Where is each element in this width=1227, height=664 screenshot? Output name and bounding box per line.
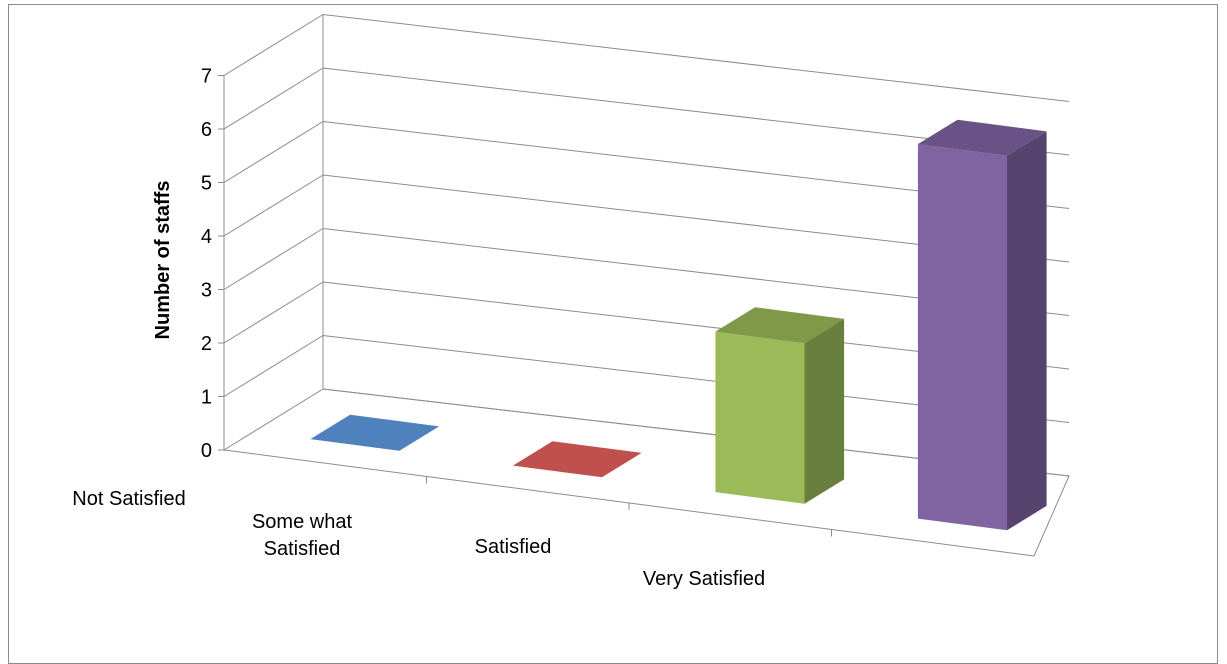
gridline-side <box>223 228 324 290</box>
y-tick-label: 6 <box>201 119 212 141</box>
category-labels: Not Satisfied Some what Satisfied Satisfied… <box>72 488 765 590</box>
bar-0 <box>310 414 440 451</box>
bar-3-front <box>917 144 1007 531</box>
category-label: Satisfied <box>264 538 341 560</box>
gridline-side <box>223 121 324 183</box>
gridline-side <box>223 388 324 451</box>
category-label: Some what <box>252 511 352 533</box>
gridline-side <box>223 281 324 344</box>
bar-2-front <box>715 331 805 504</box>
gridline-side <box>223 67 324 130</box>
gridline-back <box>322 14 1070 102</box>
gridline-side <box>223 174 324 237</box>
y-tick-label: 1 <box>201 387 212 409</box>
axes <box>218 75 1035 557</box>
bar-2-side <box>804 318 845 504</box>
y-tick-label: 0 <box>201 440 212 462</box>
y-tick-label: 7 <box>201 66 212 88</box>
bar-1 <box>512 441 642 478</box>
gridline-side <box>223 14 324 76</box>
y-tick-label: 5 <box>201 173 212 195</box>
gridline-side <box>223 335 324 397</box>
y-tick-labels: 0 1 2 3 4 5 6 7 <box>201 66 212 463</box>
bar-3 <box>917 119 1047 156</box>
chart-frame: 0 1 2 3 4 5 6 7 Not Satisfied Some what Satisfied… <box>8 4 1218 664</box>
bar-chart: 0 1 2 3 4 5 6 7 Not Satisfied Some what Satisfied… <box>72 14 1070 590</box>
y-tick-label: 4 <box>201 226 212 248</box>
bar-3-side <box>1007 131 1047 531</box>
y-tick-label: 3 <box>201 280 212 302</box>
y-axis-label: Number of staffs <box>152 181 174 340</box>
category-label: Satisfied <box>475 536 552 558</box>
category-label: Not Satisfied <box>72 488 185 510</box>
category-label: Very Satisfied <box>643 568 765 590</box>
bars <box>310 119 1047 531</box>
bar-2 <box>715 307 845 344</box>
y-tick-label: 2 <box>201 333 212 355</box>
